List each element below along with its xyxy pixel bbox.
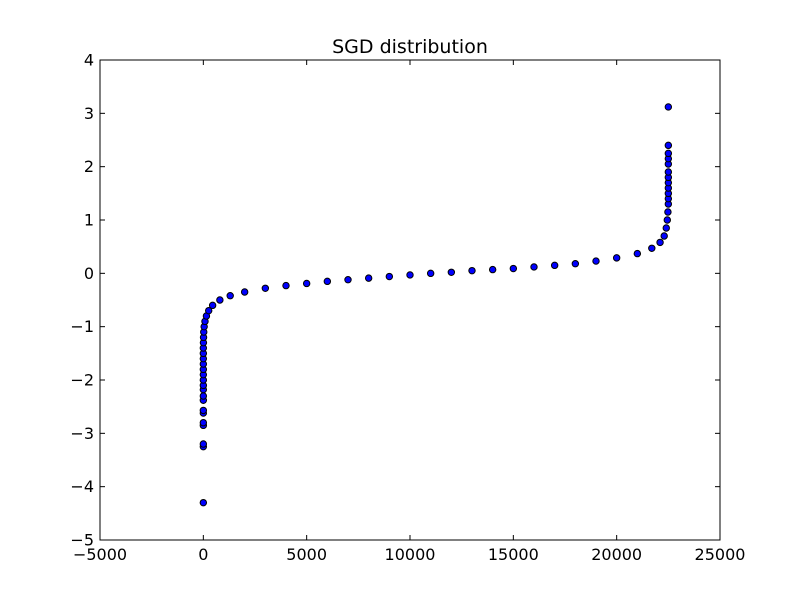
y-tick-label: 1	[84, 211, 94, 230]
y-tick-label: −5	[70, 531, 94, 550]
data-point	[385, 272, 394, 281]
data-point	[282, 281, 290, 290]
data-point	[199, 440, 208, 448]
data-point	[208, 301, 217, 310]
data-point	[406, 271, 414, 279]
data-point	[664, 208, 672, 216]
data-point	[592, 257, 600, 265]
y-tick-label: −2	[70, 371, 94, 390]
data-point	[660, 232, 668, 240]
data-point	[530, 263, 538, 271]
data-point	[205, 306, 213, 315]
data-point	[344, 276, 352, 284]
axis-ticks: −5000 0 5000 10000 15000 20000 25000 −5 −4 −3 −2 −1…	[70, 51, 745, 565]
data-point	[664, 168, 673, 176]
y-tick-label: 2	[84, 157, 94, 176]
data-point	[488, 265, 497, 274]
y-tick-label: −4	[70, 477, 94, 496]
x-tick-label: −5000	[73, 545, 127, 564]
data-point	[612, 254, 621, 262]
data-point	[199, 406, 208, 415]
y-tick-label: 0	[84, 264, 94, 283]
data-point	[648, 244, 656, 252]
y-tick-label: −3	[70, 424, 94, 443]
x-tick-label: 25000	[695, 545, 746, 564]
x-tick-label: 0	[198, 545, 208, 564]
data-point	[364, 274, 373, 282]
y-tick-label: 3	[84, 104, 94, 123]
x-tick-label: 10000	[385, 545, 436, 564]
data-point	[468, 266, 476, 275]
data-point	[199, 418, 208, 427]
data-point	[226, 292, 234, 300]
data-point	[664, 149, 673, 158]
data-point	[662, 224, 670, 232]
data-point	[426, 269, 435, 278]
data-point	[302, 279, 311, 288]
x-tick-label: 20000	[591, 545, 642, 564]
data-points	[199, 103, 673, 507]
data-point	[550, 261, 559, 270]
x-tick-label: 15000	[488, 545, 539, 564]
data-point	[261, 284, 270, 292]
data-point	[216, 296, 224, 304]
chart-title: SGD distribution	[332, 36, 488, 58]
data-point	[656, 238, 664, 247]
data-point	[664, 103, 673, 111]
data-point	[571, 260, 580, 268]
data-point	[199, 498, 208, 507]
data-point	[633, 249, 642, 258]
data-point	[447, 268, 456, 276]
data-point	[663, 216, 671, 224]
data-point	[323, 277, 332, 286]
y-tick-label: −1	[70, 317, 94, 336]
data-point	[664, 141, 673, 150]
y-tick-label: 4	[84, 51, 94, 70]
x-tick-label: 5000	[286, 545, 327, 564]
data-point	[509, 264, 518, 273]
data-point	[240, 288, 249, 296]
data-point	[199, 392, 208, 400]
